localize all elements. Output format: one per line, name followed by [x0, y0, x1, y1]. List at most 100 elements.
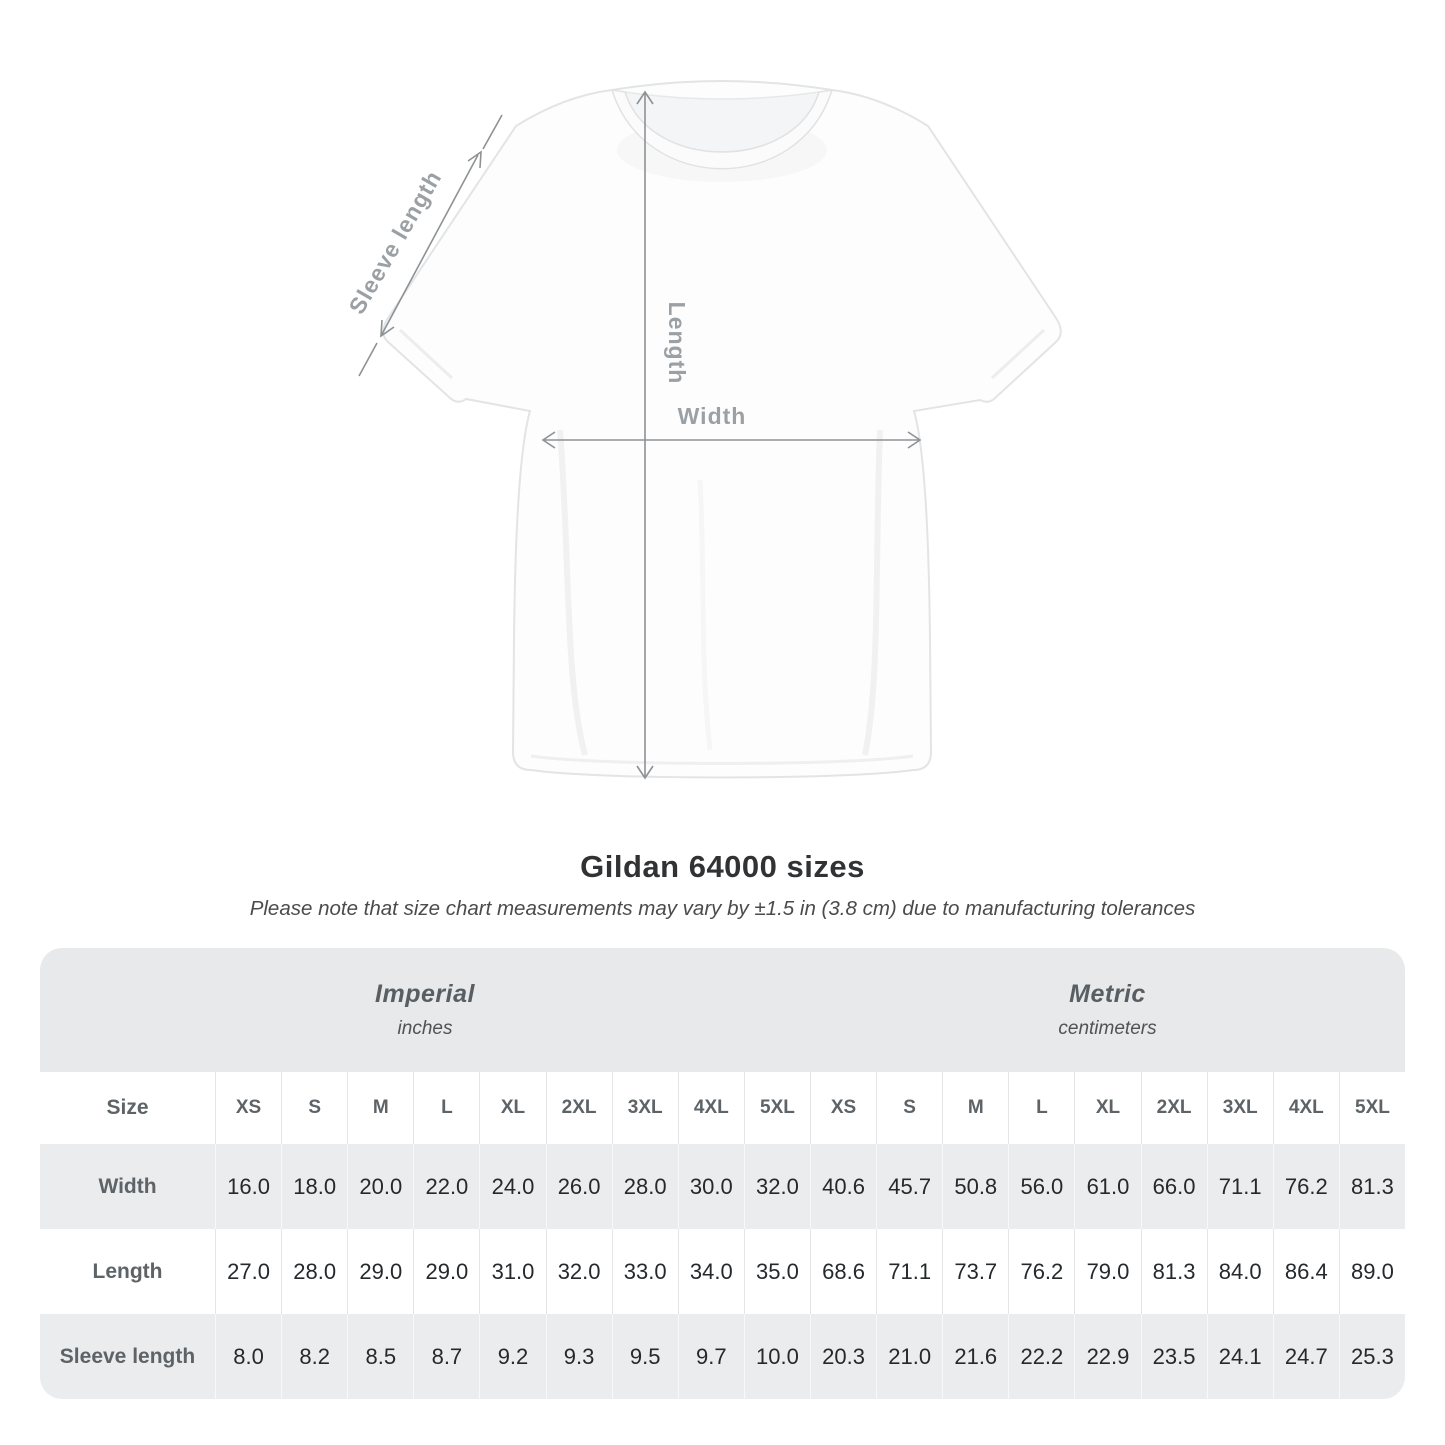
table-cell: 28.0 [281, 1229, 348, 1314]
table-cell: 32.0 [743, 1144, 810, 1229]
sleeve-arrow-top-icon [467, 150, 482, 169]
length-arrow-top-icon [636, 90, 654, 105]
table-cell: 31.0 [479, 1229, 546, 1314]
table-cell: 29.0 [413, 1229, 480, 1314]
sleeve-measure-line [380, 154, 479, 337]
size-header-cell: L [413, 1072, 480, 1144]
right-cuff-seam [990, 328, 1046, 380]
size-header-cell: 5XL [1338, 1072, 1405, 1144]
wrinkle-shade-right [862, 429, 883, 756]
table-cell: 8.5 [347, 1314, 414, 1399]
imperial-group-unit: inches [397, 1018, 453, 1039]
table-cell: 22.0 [413, 1144, 480, 1229]
table-cell: 8.7 [413, 1314, 480, 1399]
table-cell: 81.3 [1338, 1144, 1405, 1229]
size-header-cell: 3XL [611, 1072, 678, 1144]
table-cell: 86.4 [1272, 1229, 1339, 1314]
size-header-cell: S [876, 1072, 943, 1144]
width-arrow-right-icon [907, 431, 922, 449]
size-header-cell: 2XL [545, 1072, 612, 1144]
tshirt-body [382, 80, 1062, 779]
table-cell: 23.5 [1140, 1314, 1207, 1399]
table-cell: 35.0 [743, 1229, 810, 1314]
table-cell: 20.0 [347, 1144, 414, 1229]
size-column-label: Size [40, 1072, 215, 1144]
table-cell: 24.0 [479, 1144, 546, 1229]
unit-group-header-row: Imperial inches Metric centimeters [40, 948, 1405, 1072]
table-cell: 21.6 [942, 1314, 1009, 1399]
table-cell: 29.0 [347, 1229, 414, 1314]
length-arrow-bottom-icon [636, 765, 654, 780]
size-header-cell: XS [215, 1072, 282, 1144]
table-cell: 16.0 [215, 1144, 282, 1229]
row-label: Width [40, 1144, 215, 1229]
size-header-cell: 2XL [1140, 1072, 1207, 1144]
size-header-cell: S [281, 1072, 348, 1144]
size-header-cell: L [1008, 1072, 1075, 1144]
table-cell: 79.0 [1074, 1229, 1141, 1314]
table-cell: 25.3 [1338, 1314, 1405, 1399]
table-cell: 61.0 [1074, 1144, 1141, 1229]
table-cell: 56.0 [1008, 1144, 1075, 1229]
table-cell: 8.0 [215, 1314, 282, 1399]
size-header-cell: XS [809, 1072, 877, 1144]
wrinkle-shade-left [557, 429, 588, 756]
table-cell: 21.0 [876, 1314, 943, 1399]
width-arrow-left-icon [541, 431, 556, 449]
tolerance-note: Please note that size chart measurements… [249, 897, 1196, 920]
table-cell: 45.7 [876, 1144, 943, 1229]
table-cell: 33.0 [611, 1229, 678, 1314]
size-header-cell: 4XL [677, 1072, 744, 1144]
table-cell: 24.7 [1272, 1314, 1339, 1399]
table-cell: 30.0 [677, 1144, 744, 1229]
table-cell: 9.2 [479, 1314, 546, 1399]
table-cell: 76.2 [1272, 1144, 1339, 1229]
row-label: Length [40, 1229, 215, 1314]
table-cell: 9.3 [545, 1314, 612, 1399]
collar-band [610, 89, 834, 170]
metric-group-unit: centimeters [1058, 1018, 1157, 1039]
tshirt-illustration: Length Width Sleeve length [343, 80, 1062, 780]
table-cell: 10.0 [743, 1314, 810, 1399]
size-header-cell: XL [479, 1072, 546, 1144]
size-header-row: Size XS S M L XL 2XL 3XL 4XL 5XL XS S M … [40, 1072, 1405, 1144]
length-label: Length [664, 302, 690, 385]
size-header-cell: 5XL [743, 1072, 810, 1144]
left-cuff-seam [398, 328, 454, 380]
table-cell: 32.0 [545, 1229, 612, 1314]
table-cell: 34.0 [677, 1229, 744, 1314]
size-table-container: Imperial inches Metric centimeters Size … [40, 948, 1405, 1399]
size-header-cell: M [347, 1072, 414, 1144]
sleeve-arrow-bottom-icon [380, 319, 395, 338]
table-cell: 73.7 [942, 1229, 1009, 1314]
table-cell: 22.9 [1074, 1314, 1141, 1399]
table-cell: 89.0 [1338, 1229, 1405, 1314]
table-cell: 71.1 [876, 1229, 943, 1314]
imperial-group-name: Imperial [375, 980, 475, 1008]
table-cell: 9.5 [611, 1314, 678, 1399]
table-cell: 28.0 [611, 1144, 678, 1229]
page-title: Gildan 64000 sizes [580, 849, 865, 884]
table-cell: 40.6 [809, 1144, 877, 1229]
table-cell: 8.2 [281, 1314, 348, 1399]
size-table: Imperial inches Metric centimeters Size … [40, 948, 1405, 1399]
table-cell: 22.2 [1008, 1314, 1075, 1399]
table-cell: 81.3 [1140, 1229, 1207, 1314]
table-cell: 27.0 [215, 1229, 282, 1314]
table-cell: 50.8 [942, 1144, 1009, 1229]
imperial-group-header: Imperial inches [40, 948, 810, 1072]
length-row: Length 27.0 28.0 29.0 29.0 31.0 32.0 33.… [40, 1229, 1405, 1314]
sleeve-line-extension-bottom [358, 342, 378, 377]
width-row: Width 16.0 18.0 20.0 22.0 24.0 26.0 28.0… [40, 1144, 1405, 1229]
table-cell: 24.1 [1206, 1314, 1273, 1399]
size-header-cell: XL [1074, 1072, 1141, 1144]
size-header-cell: 4XL [1272, 1072, 1339, 1144]
table-cell: 18.0 [281, 1144, 348, 1229]
metric-group-name: Metric [1069, 980, 1146, 1008]
metric-group-header: Metric centimeters [809, 948, 1405, 1072]
row-label: Sleeve length [40, 1314, 215, 1399]
table-cell: 20.3 [809, 1314, 877, 1399]
wrinkle-shade-center [697, 479, 713, 751]
table-cell: 9.7 [677, 1314, 744, 1399]
